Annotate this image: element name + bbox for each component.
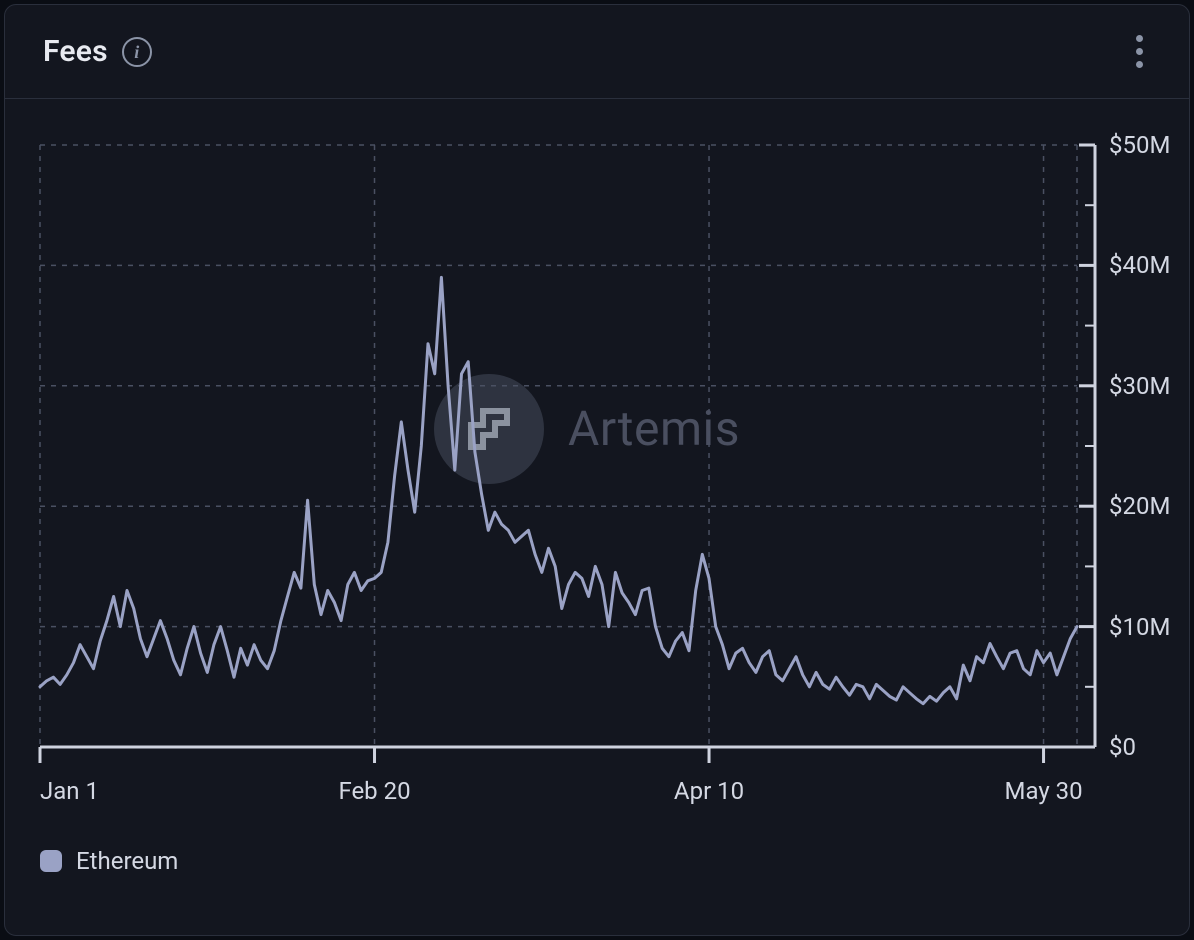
line-chart[interactable]	[5, 99, 1191, 937]
y-tick-label: $0	[1109, 733, 1136, 761]
x-tick-label: Feb 20	[338, 777, 410, 805]
x-tick-label: Jan 1	[40, 777, 99, 805]
legend: Ethereum	[40, 847, 178, 875]
y-tick-label: $20M	[1109, 492, 1170, 520]
x-tick-label: Apr 10	[674, 777, 744, 805]
y-tick-label: $10M	[1109, 613, 1170, 641]
legend-label: Ethereum	[76, 847, 178, 875]
y-tick-label: $30M	[1109, 372, 1170, 400]
info-icon[interactable]: i	[122, 37, 152, 67]
more-options-icon[interactable]	[1121, 34, 1157, 70]
y-tick-label: $40M	[1109, 251, 1170, 279]
legend-swatch[interactable]	[40, 850, 62, 872]
y-tick-label: $50M	[1109, 131, 1170, 159]
card-header: Fees i	[5, 5, 1189, 99]
chart-area: Artemis $0$10M$20M$30M$40M$50M Jan 1Feb …	[5, 99, 1189, 937]
card-title: Fees	[43, 34, 108, 69]
x-tick-label: May 30	[1004, 777, 1082, 805]
chart-card: Fees i Artemis $0$10M$20M$30M$40M$50M Ja…	[4, 4, 1190, 936]
